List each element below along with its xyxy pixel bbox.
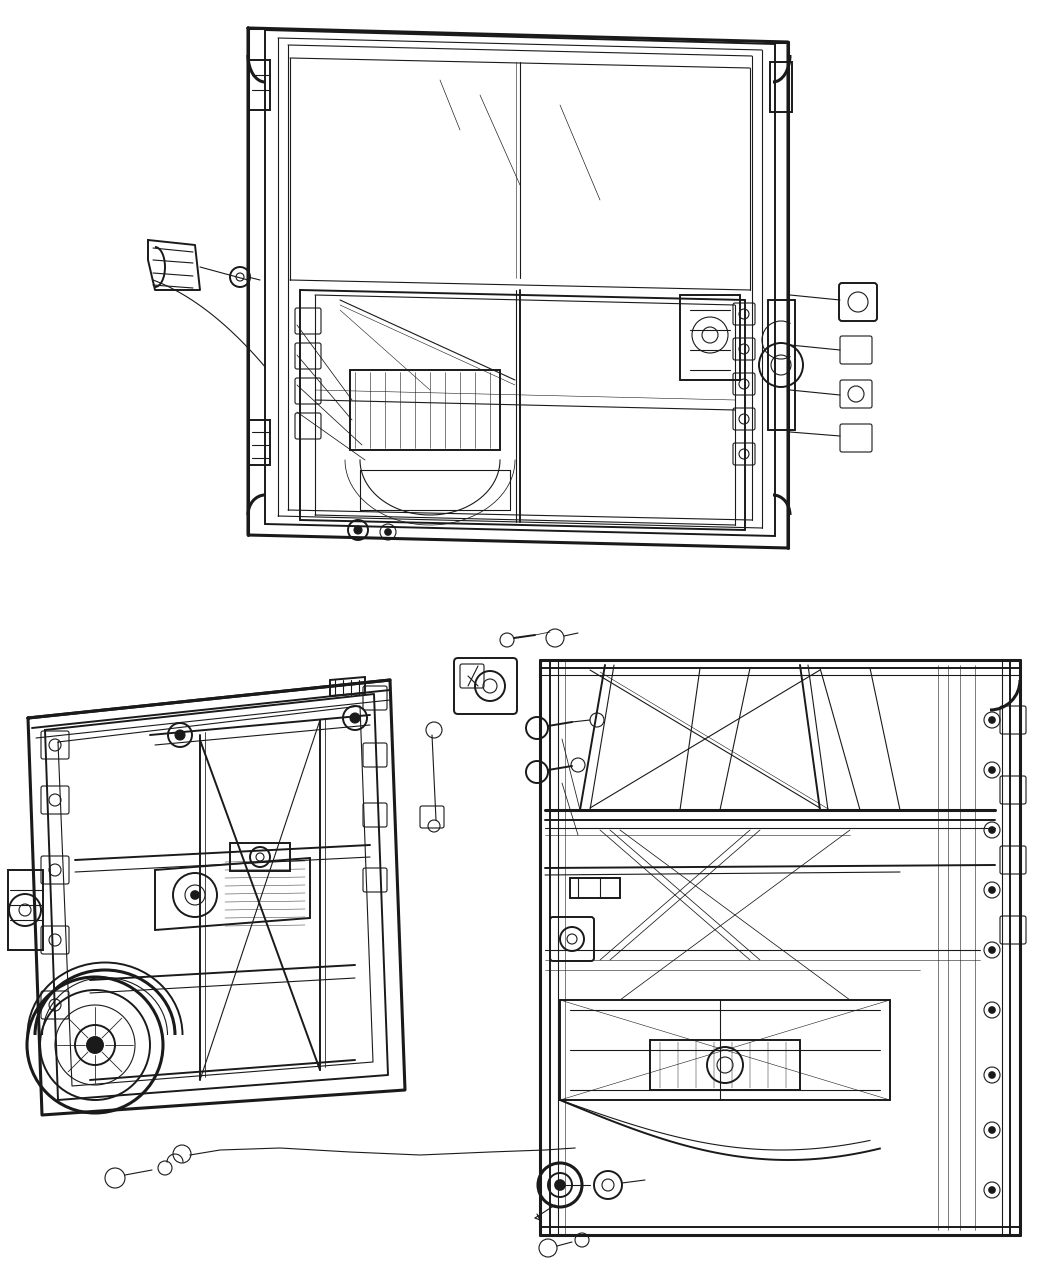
- Circle shape: [989, 1072, 995, 1077]
- Circle shape: [989, 768, 995, 773]
- Circle shape: [989, 947, 995, 952]
- Circle shape: [191, 891, 200, 899]
- Circle shape: [989, 717, 995, 723]
- Bar: [230, 843, 290, 871]
- Circle shape: [385, 529, 391, 536]
- Circle shape: [989, 1187, 995, 1193]
- Circle shape: [555, 1179, 565, 1190]
- Circle shape: [87, 1037, 103, 1053]
- Circle shape: [989, 827, 995, 833]
- Bar: [248, 60, 270, 110]
- Circle shape: [354, 527, 362, 534]
- Circle shape: [175, 731, 185, 739]
- Circle shape: [989, 887, 995, 892]
- Bar: [770, 62, 792, 112]
- Circle shape: [989, 1007, 995, 1014]
- Circle shape: [350, 713, 360, 723]
- Bar: [248, 419, 270, 465]
- Bar: [8, 870, 43, 950]
- Circle shape: [989, 1127, 995, 1133]
